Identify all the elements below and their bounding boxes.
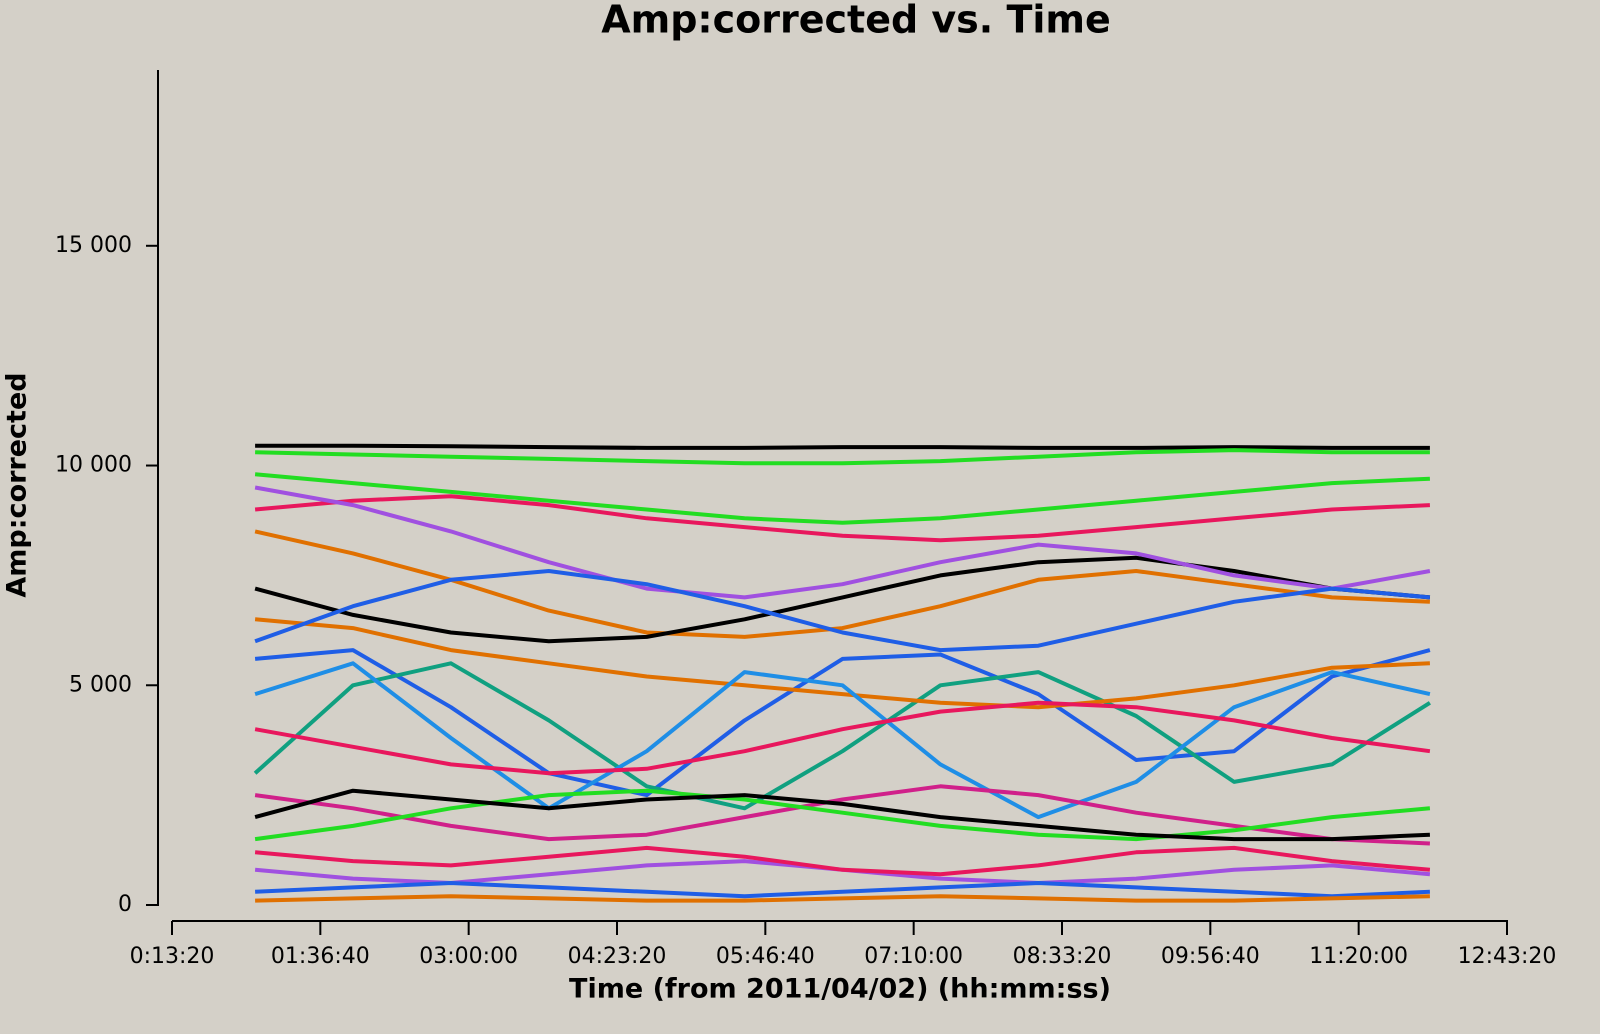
y-axis-label: Amp:corrected: [2, 372, 33, 597]
y-tick-label: 15 000: [55, 233, 132, 258]
x-axis-label: Time (from 2011/04/02) (hh:mm:ss): [569, 974, 1111, 1005]
series-line: [254, 788, 1430, 842]
series-line: [254, 788, 1431, 842]
chart-title: Amp:corrected vs. Time: [601, 0, 1111, 42]
series-line: [255, 894, 1430, 903]
x-tick-label: 0:13:20: [130, 944, 215, 969]
series-line: [254, 648, 1431, 798]
series-line: [254, 472, 1430, 525]
series-line: [254, 555, 1431, 644]
series-line: [254, 661, 1431, 820]
x-tick-label: 09:56:40: [1161, 944, 1260, 969]
y-tick-label: 0: [118, 892, 132, 917]
x-tick-label: 08:33:20: [1013, 944, 1112, 969]
series-line: [254, 569, 1431, 653]
series-line: [253, 661, 1431, 811]
series-line: [254, 784, 1430, 846]
x-tick-label: 05:46:40: [716, 944, 815, 969]
series-line: [254, 494, 1430, 543]
x-tick-label: 07:10:00: [864, 944, 963, 969]
y-tick-label: 10 000: [55, 453, 132, 478]
series-line: [255, 881, 1430, 899]
series-line: [254, 845, 1431, 877]
series-line: [254, 700, 1431, 776]
series-line: [255, 448, 1430, 466]
x-tick-label: 11:20:00: [1309, 944, 1408, 969]
x-tick-label: 12:43:20: [1458, 944, 1557, 969]
x-tick-label: 04:23:20: [568, 944, 667, 969]
series-line: [254, 485, 1431, 600]
y-tick-label: 5 000: [69, 672, 132, 697]
series-line: [255, 443, 1430, 450]
x-tick-label: 01:36:40: [271, 944, 370, 969]
series-line: [254, 617, 1430, 710]
x-tick-label: 03:00:00: [419, 944, 518, 969]
